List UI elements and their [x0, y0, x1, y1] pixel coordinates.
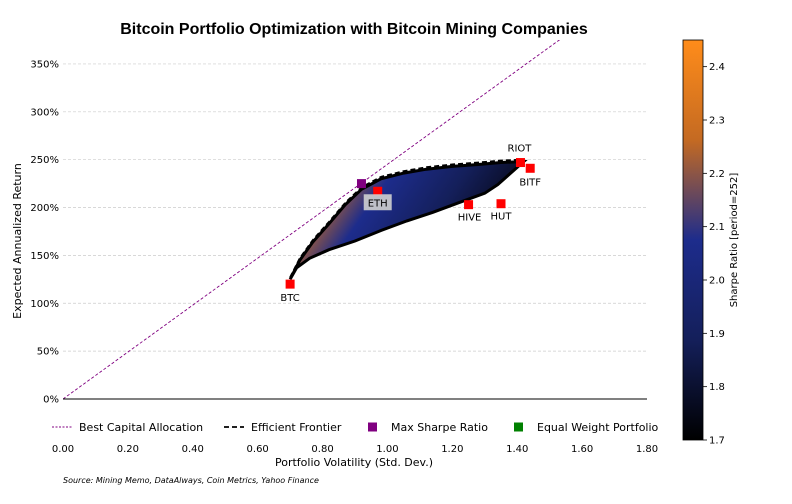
colorbar-ticks: 1.7 1.8 1.9 2.0 2.1 2.2 2.3 2.4 — [703, 62, 725, 447]
x-tick-label: 1.60 — [571, 444, 593, 455]
x-tick-label: 1.20 — [441, 444, 463, 455]
eth-label-box — [363, 194, 392, 211]
y-tick-label: 200% — [30, 203, 59, 214]
y-tick-label: 150% — [30, 251, 59, 262]
x-tick-label: 1.00 — [376, 444, 398, 455]
legend-item-label: Efficient Frontier — [251, 421, 342, 434]
y-axis-label: Expected Annualized Return — [11, 163, 24, 319]
legend-symbol-square — [368, 422, 377, 432]
x-tick-label: 0.40 — [182, 444, 204, 455]
asset-marker-hive — [464, 200, 474, 210]
legend: Best Capital Allocation Efficient Frontie… — [52, 421, 659, 434]
plot-area: BTC ETH HIVE HUT RIOT BITF — [63, 40, 561, 399]
asset-label-eth: ETH — [368, 198, 388, 209]
portfolio-cloud — [288, 159, 528, 281]
asset-marker-hut — [496, 199, 506, 209]
asset-label-hive: HIVE — [458, 213, 482, 224]
max-sharpe-marker — [356, 179, 366, 189]
asset-marker-riot — [515, 158, 525, 168]
colorbar — [682, 39, 704, 441]
colorbar-tick-label: 1.7 — [709, 436, 725, 447]
y-tick-label: 100% — [30, 299, 59, 310]
chart-title: Bitcoin Portfolio Optimization with Bitc… — [120, 21, 588, 38]
colorbar-tick-label: 2.3 — [709, 116, 725, 127]
y-tick-label: 350% — [30, 59, 59, 70]
asset-markers: BTC ETH HIVE HUT RIOT BITF — [280, 144, 541, 305]
source-note: Source: Mining Memo, DataAlways, Coin Me… — [63, 476, 319, 485]
colorbar-tick-label: 2.0 — [709, 276, 725, 287]
y-tick-label: 50% — [37, 347, 59, 358]
legend-symbol-square — [514, 422, 523, 432]
legend-item-label: Best Capital Allocation — [79, 421, 203, 434]
legend-item-label: Equal Weight Portfolio — [537, 421, 659, 434]
x-tick-label: 0.60 — [247, 444, 269, 455]
x-tick-label: 1.40 — [506, 444, 528, 455]
asset-marker-bitf — [525, 163, 535, 173]
y-tick-labels: 0% 50% 100% 150% 200% 250% 300% 350% — [30, 59, 59, 405]
asset-label-bitf: BITF — [519, 177, 541, 188]
y-tick-label: 0% — [43, 395, 59, 406]
colorbar-tick-label: 1.8 — [709, 382, 725, 393]
x-tick-label: 0.80 — [311, 444, 333, 455]
capital-allocation-line — [63, 40, 561, 399]
colorbar-tick-label: 2.4 — [709, 62, 725, 73]
y-tick-label: 250% — [30, 155, 59, 166]
asset-marker-btc — [285, 279, 295, 289]
colorbar-tick-label: 1.9 — [709, 329, 725, 340]
efficient-frontier-line — [289, 158, 524, 278]
colorbar-label: Sharpe Ratio [period=252] — [729, 173, 740, 308]
asset-label-hut: HUT — [491, 212, 513, 223]
colorbar-tick-label: 2.2 — [709, 169, 725, 180]
x-tick-label: 0.00 — [52, 444, 74, 455]
colorbar-tick-label: 2.1 — [709, 222, 725, 233]
legend-item-label: Max Sharpe Ratio — [391, 421, 488, 434]
asset-label-btc: BTC — [280, 293, 299, 304]
x-axis-label: Portfolio Volatility (Std. Dev.) — [275, 456, 433, 469]
asset-marker-eth — [373, 186, 383, 196]
x-tick-label: 0.20 — [117, 444, 139, 455]
x-tick-label: 1.80 — [636, 444, 658, 455]
asset-label-riot: RIOT — [508, 144, 533, 155]
x-tick-labels: 0.00 0.20 0.40 0.60 0.80 1.00 1.20 1.40 1.60 1.80 — [52, 444, 658, 455]
y-tick-label: 300% — [30, 107, 59, 118]
grid-lines — [63, 63, 647, 352]
